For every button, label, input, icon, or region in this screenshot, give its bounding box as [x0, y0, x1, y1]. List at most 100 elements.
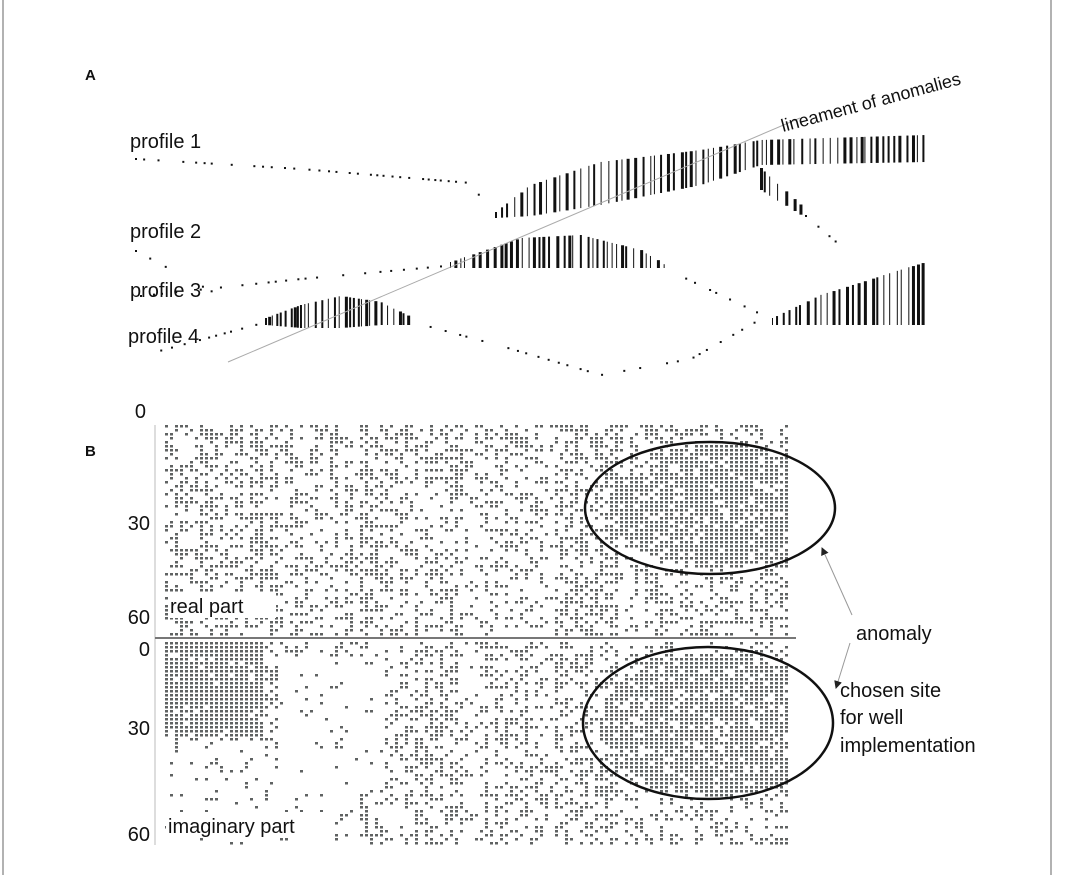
texture-cell	[275, 666, 278, 669]
texture-cell	[685, 509, 688, 512]
texture-cell	[240, 441, 243, 444]
texture-cell	[580, 561, 583, 564]
texture-cell	[225, 694, 228, 697]
profile-dot	[743, 305, 746, 308]
texture-cell	[460, 509, 463, 512]
texture-cell	[525, 429, 528, 432]
texture-cell	[650, 441, 653, 444]
texture-cell	[455, 549, 458, 552]
texture-cell	[700, 621, 703, 624]
texture-cell	[315, 617, 318, 620]
texture-cell	[190, 650, 193, 653]
texture-cell	[200, 646, 203, 649]
texture-cell	[440, 730, 443, 733]
texture-cell	[380, 609, 383, 612]
texture-cell	[475, 473, 478, 476]
texture-cell	[785, 597, 788, 600]
texture-cell	[335, 441, 338, 444]
texture-cell	[615, 838, 618, 841]
texture-cell	[245, 666, 248, 669]
texture-cell	[670, 457, 673, 460]
texture-cell	[490, 437, 493, 440]
texture-cell	[215, 617, 218, 620]
texture-cell	[730, 489, 733, 492]
texture-cell	[575, 746, 578, 749]
texture-cell	[720, 469, 723, 472]
texture-cell	[250, 702, 253, 705]
texture-cell	[550, 770, 553, 773]
texture-cell	[450, 573, 453, 576]
texture-cell	[680, 509, 683, 512]
texture-cell	[755, 509, 758, 512]
texture-cell	[440, 469, 443, 472]
texture-cell	[510, 722, 513, 725]
texture-cell	[260, 537, 263, 540]
texture-cell	[425, 678, 428, 681]
texture-cell	[605, 429, 608, 432]
texture-cell	[455, 457, 458, 460]
texture-cell	[375, 605, 378, 608]
texture-cell	[240, 445, 243, 448]
texture-cell	[515, 698, 518, 701]
texture-cell	[345, 437, 348, 440]
texture-cell	[245, 698, 248, 701]
texture-cell	[785, 453, 788, 456]
texture-cell	[430, 537, 433, 540]
texture-cell	[415, 593, 418, 596]
profile-dot	[308, 168, 311, 171]
texture-cell	[180, 670, 183, 673]
texture-cell	[395, 509, 398, 512]
texture-cell	[635, 569, 638, 572]
texture-cell	[200, 686, 203, 689]
texture-cell	[475, 425, 478, 428]
texture-cell	[165, 469, 168, 472]
texture-cell	[445, 646, 448, 649]
texture-cell	[655, 629, 658, 632]
texture-cell	[560, 686, 563, 689]
texture-cell	[390, 453, 393, 456]
texture-cell	[625, 545, 628, 548]
texture-cell	[395, 481, 398, 484]
texture-cell	[235, 501, 238, 504]
texture-cell	[610, 477, 613, 480]
texture-cell	[325, 718, 328, 721]
texture-cell	[725, 489, 728, 492]
texture-cell	[230, 722, 233, 725]
texture-cell	[655, 633, 658, 636]
texture-cell	[385, 433, 388, 436]
texture-cell	[550, 545, 553, 548]
texture-cell	[495, 449, 498, 452]
texture-cell	[785, 521, 788, 524]
profile-bar	[645, 253, 647, 268]
texture-cell	[385, 670, 388, 673]
texture-cell	[485, 633, 488, 636]
texture-cell	[225, 726, 228, 729]
texture-cell	[185, 549, 188, 552]
texture-cell	[635, 449, 638, 452]
texture-cell	[590, 445, 593, 448]
texture-cell	[235, 433, 238, 436]
texture-cell	[715, 493, 718, 496]
texture-cell	[665, 593, 668, 596]
texture-cell	[665, 517, 668, 520]
texture-cell	[210, 694, 213, 697]
texture-cell	[610, 517, 613, 520]
texture-cell	[275, 453, 278, 456]
texture-cell	[735, 529, 738, 532]
texture-cell	[755, 489, 758, 492]
texture-cell	[215, 718, 218, 721]
texture-cell	[660, 437, 663, 440]
texture-cell	[215, 706, 218, 709]
texture-cell	[665, 469, 668, 472]
profile-dot	[402, 268, 405, 271]
texture-cell	[525, 521, 528, 524]
texture-cell	[685, 609, 688, 612]
profile-bar	[304, 304, 306, 328]
texture-cell	[675, 481, 678, 484]
texture-cell	[185, 658, 188, 661]
texture-cell	[170, 573, 173, 576]
texture-cell	[165, 457, 168, 460]
texture-cell	[570, 798, 573, 801]
texture-cell	[375, 565, 378, 568]
texture-cell	[245, 734, 248, 737]
